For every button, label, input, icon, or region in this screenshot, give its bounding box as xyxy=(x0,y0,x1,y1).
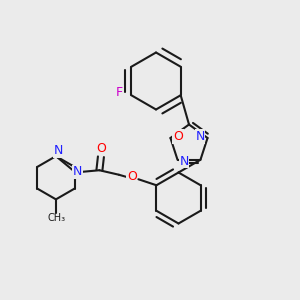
Text: CH₃: CH₃ xyxy=(48,213,66,223)
Text: F: F xyxy=(116,86,123,99)
Text: O: O xyxy=(173,130,183,143)
Text: O: O xyxy=(96,142,106,155)
Text: N: N xyxy=(54,144,63,157)
Text: N: N xyxy=(195,130,205,143)
Text: O: O xyxy=(127,170,137,183)
Text: N: N xyxy=(179,155,189,168)
Text: N: N xyxy=(73,165,82,178)
